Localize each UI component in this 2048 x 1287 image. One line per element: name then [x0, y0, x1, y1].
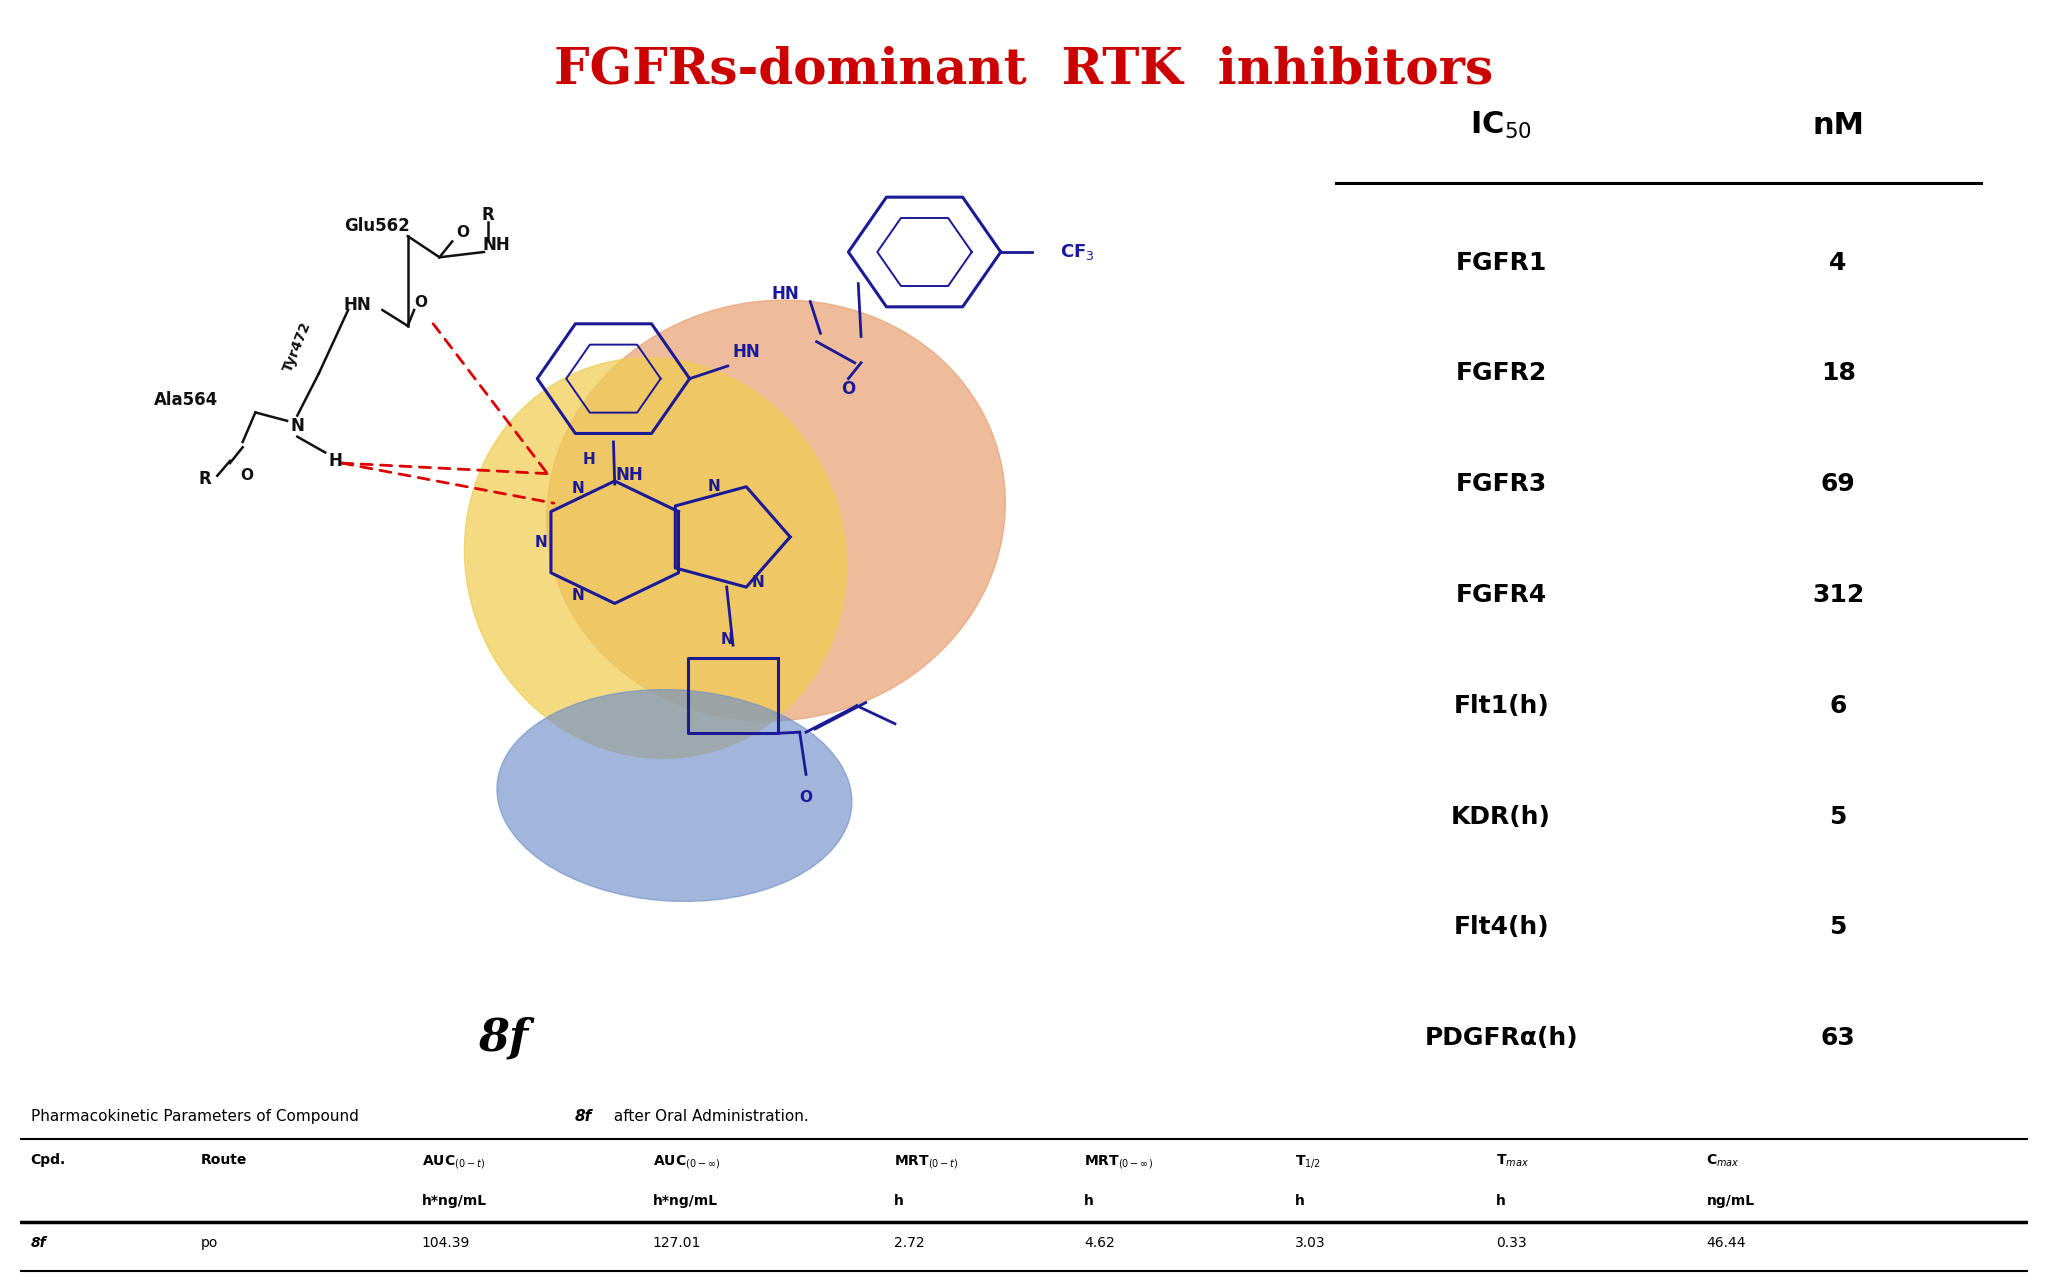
- Text: CF$_3$: CF$_3$: [1059, 242, 1094, 263]
- Text: 8f: 8f: [31, 1236, 47, 1250]
- Text: 104.39: 104.39: [422, 1236, 471, 1250]
- Text: FGFR1: FGFR1: [1456, 251, 1546, 274]
- Text: 46.44: 46.44: [1706, 1236, 1745, 1250]
- Text: N: N: [721, 632, 733, 647]
- Ellipse shape: [498, 690, 852, 901]
- Text: 127.01: 127.01: [653, 1236, 700, 1250]
- Text: h: h: [1495, 1194, 1505, 1208]
- Text: NH: NH: [483, 236, 510, 254]
- Text: 4.62: 4.62: [1083, 1236, 1114, 1250]
- Text: HN: HN: [770, 286, 799, 304]
- Text: N: N: [752, 575, 764, 591]
- Text: C$_{max}$: C$_{max}$: [1706, 1153, 1741, 1169]
- Text: po: po: [201, 1236, 219, 1250]
- Text: after Oral Administration.: after Oral Administration.: [608, 1109, 809, 1124]
- Text: N: N: [535, 534, 547, 550]
- Text: 4: 4: [1829, 251, 1847, 274]
- Text: PDGFRα(h): PDGFRα(h): [1423, 1026, 1579, 1050]
- Text: 63: 63: [1821, 1026, 1855, 1050]
- Text: O: O: [457, 225, 469, 241]
- Text: N: N: [291, 417, 305, 435]
- Text: O: O: [799, 790, 813, 806]
- Text: IC$_{50}$: IC$_{50}$: [1470, 109, 1532, 140]
- Text: Pharmacokinetic Parameters of Compound: Pharmacokinetic Parameters of Compound: [31, 1109, 362, 1124]
- Text: 0.33: 0.33: [1495, 1236, 1526, 1250]
- Text: O: O: [240, 468, 254, 483]
- Text: FGFR2: FGFR2: [1456, 362, 1546, 385]
- Text: FGFR3: FGFR3: [1456, 472, 1546, 497]
- Text: MRT$_{(0-∞)}$: MRT$_{(0-∞)}$: [1083, 1153, 1153, 1170]
- Text: FGFRs-dominant  RTK  inhibitors: FGFRs-dominant RTK inhibitors: [555, 45, 1493, 94]
- Text: 8f: 8f: [573, 1109, 592, 1124]
- Text: Cpd.: Cpd.: [31, 1153, 66, 1166]
- Text: h: h: [1294, 1194, 1305, 1208]
- Text: AUC$_{(0-∞)}$: AUC$_{(0-∞)}$: [653, 1153, 721, 1170]
- Text: h*ng/mL: h*ng/mL: [422, 1194, 487, 1208]
- Text: 6: 6: [1829, 694, 1847, 718]
- Text: Tyr472: Tyr472: [281, 319, 313, 375]
- Text: R: R: [199, 470, 211, 488]
- Text: Glu562: Glu562: [344, 216, 410, 234]
- Text: FGFR4: FGFR4: [1456, 583, 1546, 607]
- Text: 5: 5: [1829, 804, 1847, 829]
- Text: T$_{max}$: T$_{max}$: [1495, 1153, 1528, 1169]
- Text: T$_{1/2}$: T$_{1/2}$: [1294, 1153, 1321, 1170]
- Text: h: h: [893, 1194, 903, 1208]
- Text: 8f: 8f: [477, 1017, 528, 1059]
- Text: 69: 69: [1821, 472, 1855, 497]
- Text: N: N: [709, 479, 721, 494]
- Text: HN: HN: [733, 344, 760, 362]
- Text: AUC$_{(0-t)}$: AUC$_{(0-t)}$: [422, 1153, 485, 1170]
- Text: H: H: [582, 452, 596, 467]
- Text: O: O: [414, 295, 426, 310]
- Text: h*ng/mL: h*ng/mL: [653, 1194, 717, 1208]
- Text: O: O: [842, 380, 856, 398]
- Text: ng/mL: ng/mL: [1706, 1194, 1755, 1208]
- Text: h: h: [1083, 1194, 1094, 1208]
- Text: H: H: [328, 452, 342, 470]
- Text: MRT$_{(0-t)}$: MRT$_{(0-t)}$: [893, 1153, 958, 1170]
- Text: Ala564: Ala564: [154, 391, 217, 409]
- Text: 18: 18: [1821, 362, 1855, 385]
- Text: 312: 312: [1812, 583, 1864, 607]
- Text: N: N: [571, 481, 584, 497]
- Text: NH: NH: [616, 466, 643, 484]
- Text: N: N: [571, 588, 584, 604]
- Text: Flt4(h): Flt4(h): [1454, 915, 1548, 940]
- Text: Flt1(h): Flt1(h): [1454, 694, 1548, 718]
- Text: HN: HN: [344, 296, 371, 314]
- Text: nM: nM: [1812, 111, 1864, 140]
- Text: Route: Route: [201, 1153, 248, 1166]
- Text: 3.03: 3.03: [1294, 1236, 1325, 1250]
- Text: KDR(h): KDR(h): [1452, 804, 1550, 829]
- Text: R: R: [481, 206, 494, 224]
- Ellipse shape: [547, 300, 1006, 721]
- Text: 2.72: 2.72: [893, 1236, 924, 1250]
- Ellipse shape: [465, 358, 846, 758]
- Text: 5: 5: [1829, 915, 1847, 940]
